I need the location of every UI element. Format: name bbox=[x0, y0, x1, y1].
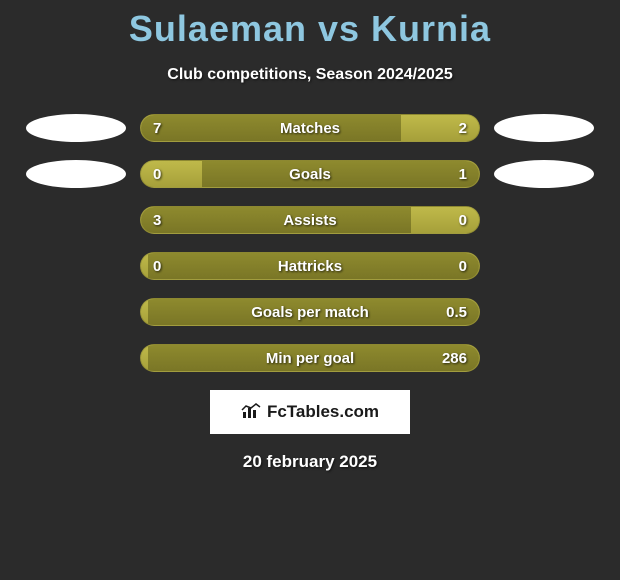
stat-label: Hattricks bbox=[141, 253, 479, 280]
page-title: Sulaeman vs Kurnia bbox=[0, 0, 620, 50]
stat-label: Matches bbox=[141, 115, 479, 142]
stat-label: Min per goal bbox=[141, 345, 479, 372]
stat-row: 00Hattricks bbox=[0, 252, 620, 280]
left-oval bbox=[26, 114, 126, 142]
stat-bar: 30Assists bbox=[140, 206, 480, 234]
stat-bar: 00Hattricks bbox=[140, 252, 480, 280]
right-oval bbox=[494, 114, 594, 142]
stat-label: Goals per match bbox=[141, 299, 479, 326]
chart-icon bbox=[241, 403, 261, 424]
stat-bar: 01Goals bbox=[140, 160, 480, 188]
stat-label: Assists bbox=[141, 207, 479, 234]
stat-row: 0.5Goals per match bbox=[0, 298, 620, 326]
stat-bar: 0.5Goals per match bbox=[140, 298, 480, 326]
stat-row: 72Matches bbox=[0, 114, 620, 142]
right-oval bbox=[494, 160, 594, 188]
stat-row: 286Min per goal bbox=[0, 344, 620, 372]
date-text: 20 february 2025 bbox=[0, 452, 620, 472]
logo-text: FcTables.com bbox=[267, 402, 379, 422]
stat-label: Goals bbox=[141, 161, 479, 188]
left-oval bbox=[26, 160, 126, 188]
stat-row: 30Assists bbox=[0, 206, 620, 234]
page-subtitle: Club competitions, Season 2024/2025 bbox=[0, 66, 620, 84]
stat-bar: 72Matches bbox=[140, 114, 480, 142]
stat-row: 01Goals bbox=[0, 160, 620, 188]
logo-badge: FcTables.com bbox=[210, 390, 410, 434]
stats-container: 72Matches 01Goals 30Assists 00Hattricks 0.5G… bbox=[0, 114, 620, 372]
stat-bar: 286Min per goal bbox=[140, 344, 480, 372]
